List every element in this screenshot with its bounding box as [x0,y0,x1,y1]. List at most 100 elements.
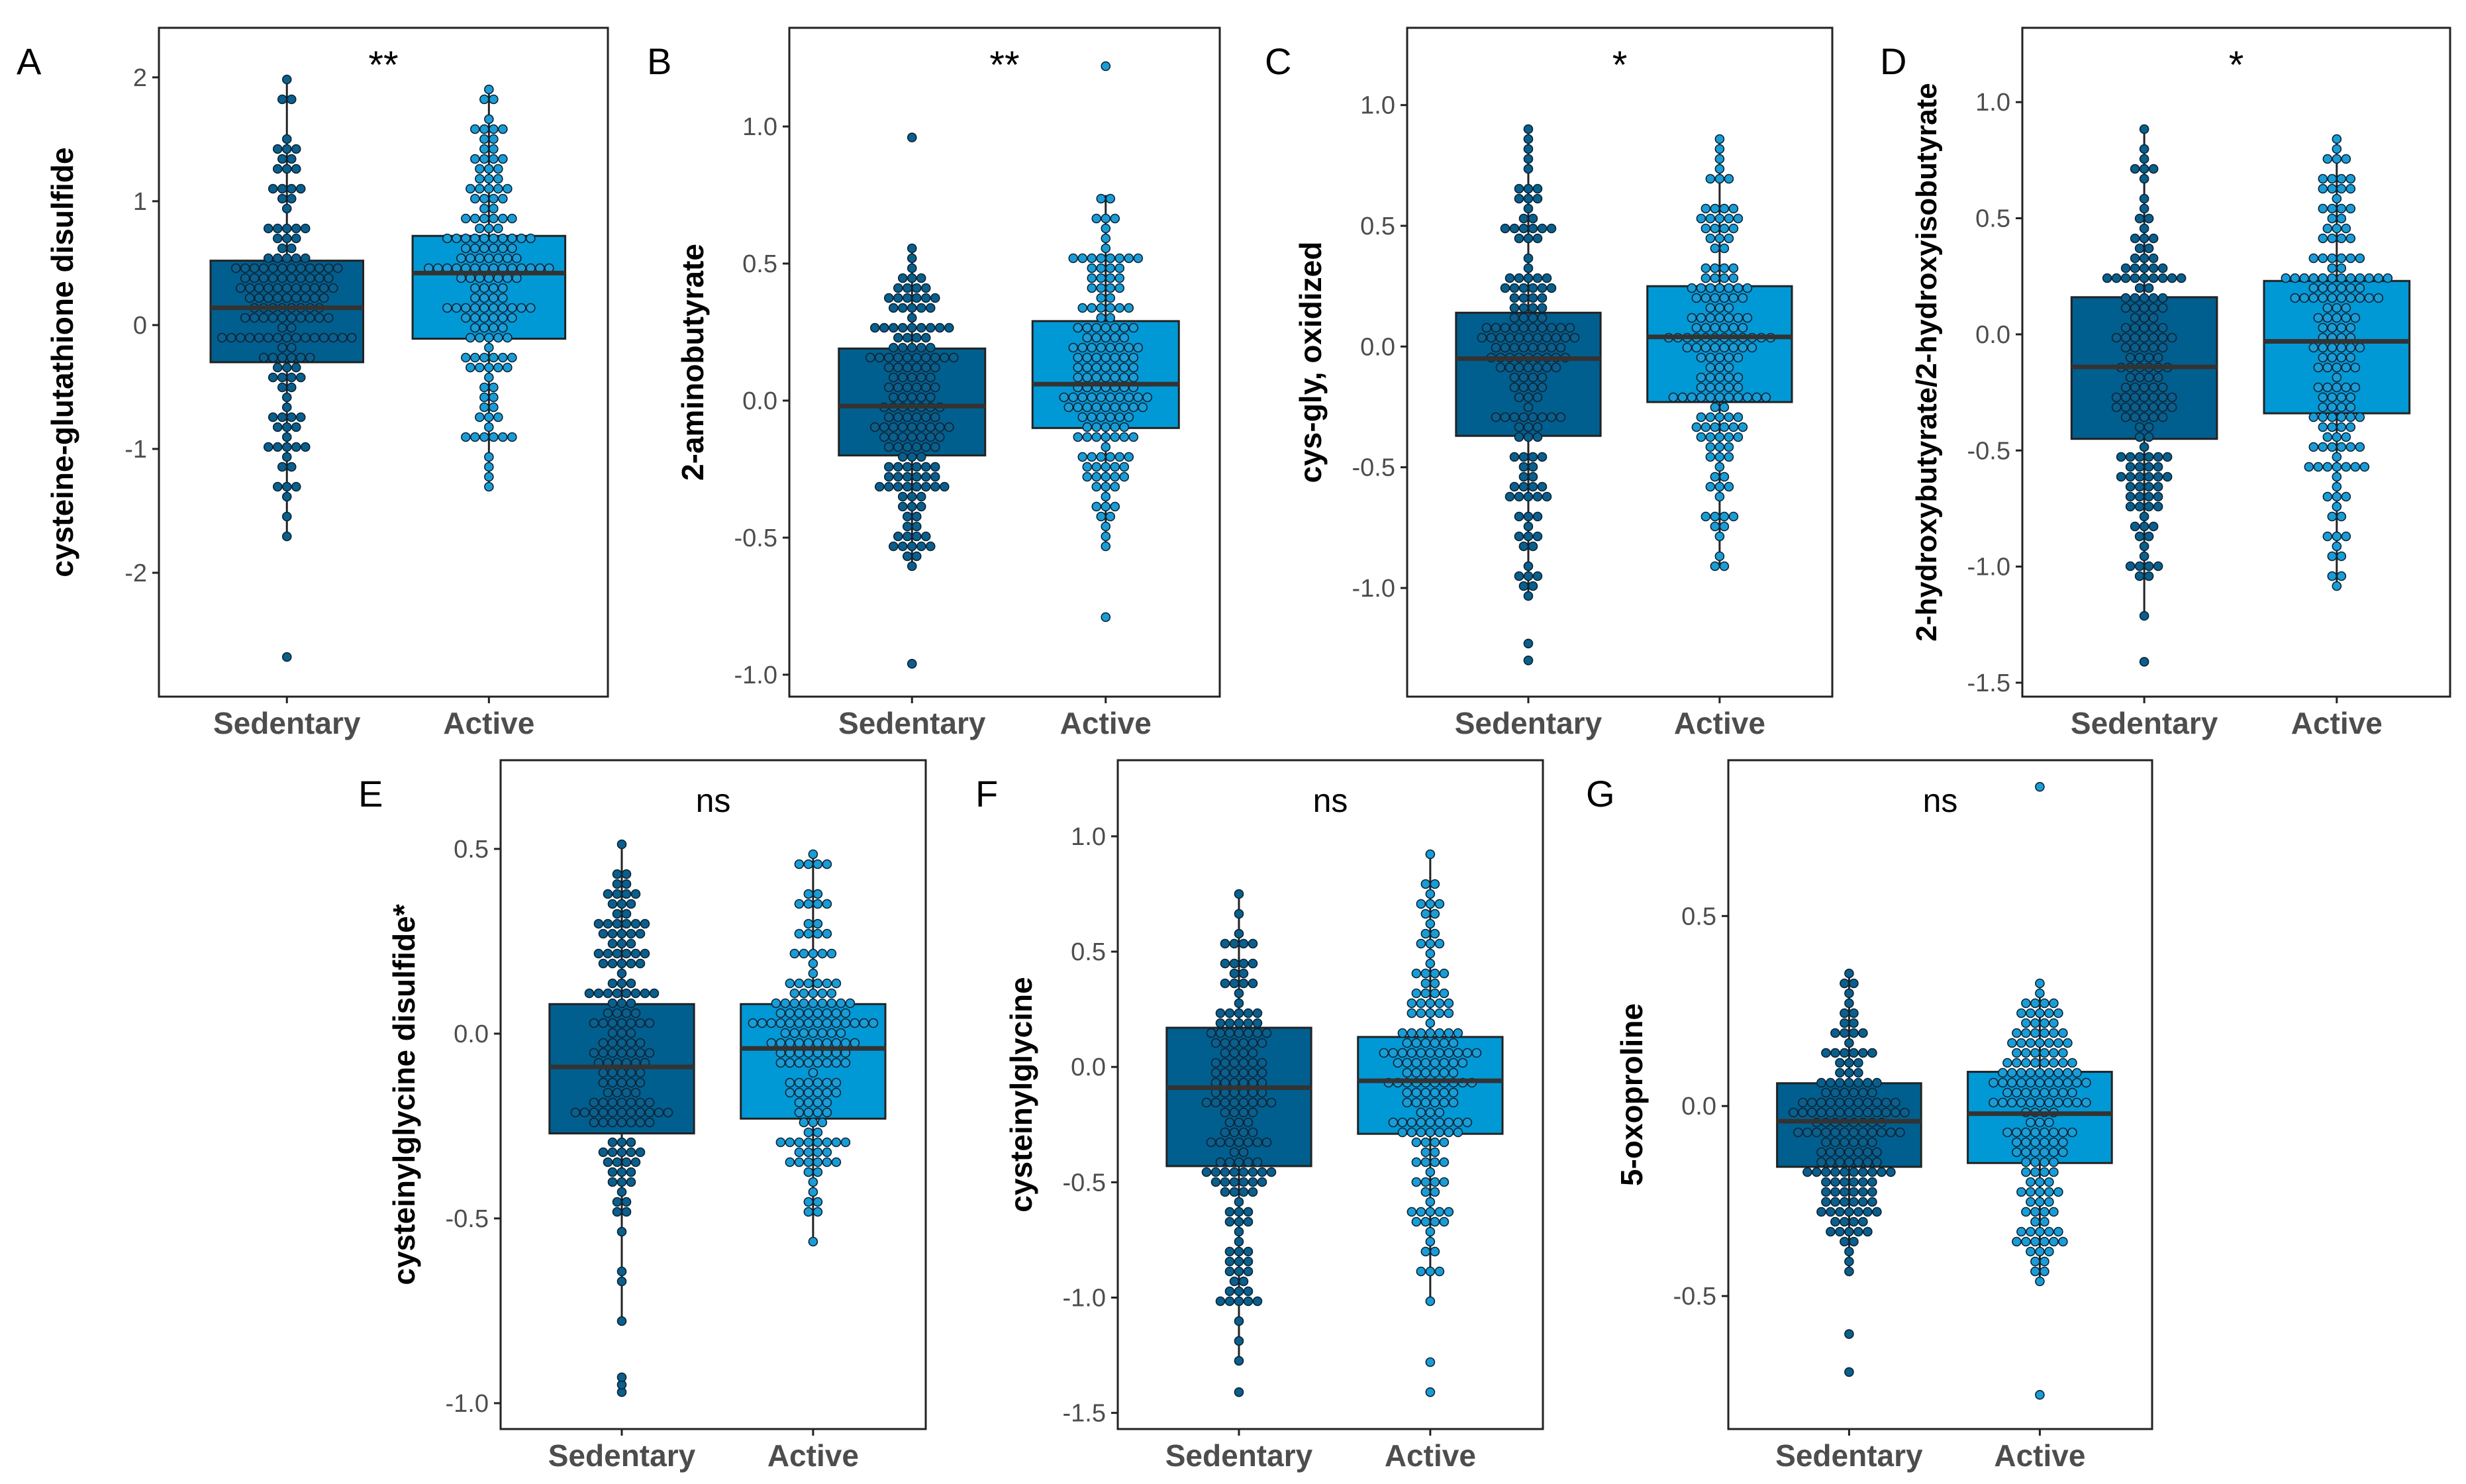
data-point [1420,1058,1431,1068]
data-point [1840,1048,1850,1058]
data-point [813,1038,823,1048]
data-point [1509,382,1520,393]
data-point [1425,1197,1436,1207]
data-point [1523,422,1534,432]
data-point [240,273,250,283]
data-point [1234,1246,1244,1257]
data-point [2130,293,2140,303]
data-point [2139,541,2149,552]
data-point [1528,223,1538,234]
outlier-point [2035,1390,2045,1400]
data-point [305,352,315,363]
data-point [897,322,908,333]
data-point [1733,412,1744,422]
data-point [1420,1177,1431,1187]
data-point [479,233,489,244]
data-point [902,481,912,492]
y-tick-label: 0.0 [1071,1054,1106,1081]
data-point [2167,392,2177,403]
data-point [1128,402,1139,413]
data-point [1844,1266,1854,1277]
data-point [272,253,283,264]
data-point [2139,144,2149,154]
outlier-point [1425,1387,1436,1397]
data-point [1238,978,1249,989]
x-tick-label: Active [1060,706,1152,740]
data-point [813,918,823,929]
data-point [1439,968,1450,979]
data-point [2081,1097,2091,1108]
panel-letter: F [975,773,998,815]
data-point [1733,283,1744,293]
data-point [1710,422,1720,432]
data-point [831,1077,842,1088]
data-point [1523,124,1534,134]
data-point [1514,531,1524,542]
data-point [466,253,475,264]
data-point [2327,402,2338,413]
data-point [883,462,894,472]
y-tick-label: 2 [133,64,147,92]
data-point [1406,998,1417,1009]
data-point [1728,422,1739,432]
data-point [2030,1137,2040,1148]
data-point [1844,968,1854,979]
data-point [2148,273,2159,283]
data-point [2125,471,2136,482]
data-point [2067,1058,2077,1068]
data-point [1243,1216,1254,1227]
data-point [1719,521,1730,532]
data-point [794,1147,805,1158]
data-point [1714,213,1725,224]
data-point [789,1028,800,1038]
data-point [616,1077,627,1088]
data-point [1738,293,1748,303]
data-point [1425,889,1436,899]
data-point [281,223,292,234]
data-point [1528,452,1538,462]
data-point [893,283,903,293]
data-point [2144,432,2154,442]
data-point [484,412,494,422]
data-point [479,134,489,144]
data-point [817,988,828,999]
data-point [2144,452,2154,462]
data-point [1691,293,1702,303]
data-point [1555,412,1566,422]
data-point [2040,998,2049,1009]
data-point [893,382,903,393]
data-point [2130,303,2140,313]
data-point [893,352,903,363]
data-point [2021,1087,2031,1098]
data-point [2157,263,2168,273]
data-point [616,1266,627,1277]
data-point [2067,1087,2077,1098]
data-point [1420,1147,1431,1158]
data-point [911,332,922,343]
data-point [1719,422,1730,432]
data-point [1523,591,1534,601]
data-point [1867,1167,1877,1177]
data-point [2026,1067,2036,1078]
data-point [1434,1207,1445,1217]
data-point [1257,1058,1267,1068]
data-point [498,322,508,333]
data-point [493,332,503,343]
data-point [822,1077,832,1088]
data-point [277,94,287,105]
data-point [2049,1167,2059,1177]
data-point [2139,521,2149,532]
data-point [640,948,650,959]
data-point [2134,372,2145,383]
data-point [1840,1008,1850,1018]
data-point [1220,938,1230,949]
data-point [2134,452,2145,462]
data-point [475,223,485,234]
data-point [2130,263,2140,273]
data-point [1439,1157,1450,1167]
data-point [1257,1038,1267,1048]
data-point [635,1018,646,1028]
data-point [1504,491,1515,502]
data-point [2130,164,2140,174]
data-point [920,442,931,452]
